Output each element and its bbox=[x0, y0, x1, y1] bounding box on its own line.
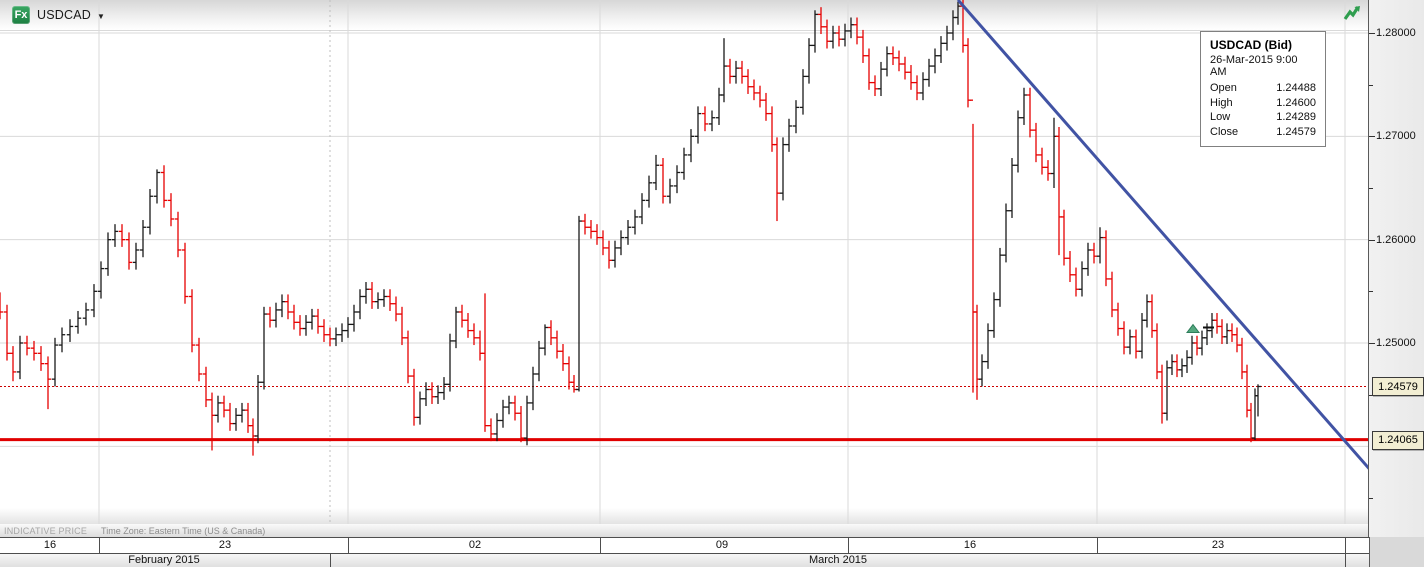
price-axis-label: 1.28000 bbox=[1376, 27, 1416, 39]
date-axis-label: 16 bbox=[963, 539, 977, 551]
support-level-flag: 1.24065 bbox=[1372, 430, 1424, 450]
timezone-label: Time Zone: Eastern Time (US & Canada) bbox=[101, 525, 266, 536]
price-axis[interactable]: 1.28000 1.27000 1.26000 1.25000 1.24579 1.240… bbox=[1368, 0, 1424, 537]
price-minor-tick bbox=[1369, 394, 1373, 396]
tooltip-close-row: Close 1.24579 bbox=[1210, 125, 1316, 138]
buy-marker-icon[interactable] bbox=[1186, 323, 1200, 334]
month-axis-label: February 2015 bbox=[128, 554, 200, 566]
chart-canvas[interactable] bbox=[0, 0, 1368, 524]
price-axis-label: 1.27000 bbox=[1376, 130, 1416, 143]
week-separator bbox=[600, 538, 601, 553]
price-minor-tick bbox=[1369, 291, 1373, 293]
tooltip-date: 26-Mar-2015 9:00 AM bbox=[1210, 54, 1298, 78]
chevron-down-icon: ▼ bbox=[96, 11, 105, 21]
month-separator bbox=[330, 554, 331, 567]
status-bar: INDICATIVE PRICE Time Zone: Eastern Time… bbox=[0, 524, 1368, 537]
date-axis-label: 02 bbox=[468, 539, 482, 551]
tooltip-low-row: Low 1.24289 bbox=[1210, 111, 1316, 123]
trendline[interactable] bbox=[956, 0, 1368, 474]
axis-corner bbox=[1369, 537, 1424, 567]
date-axis-label: 09 bbox=[715, 539, 729, 551]
instrument-label: USDCAD bbox=[37, 8, 91, 22]
trend-up-icon bbox=[1343, 6, 1360, 20]
month-separator bbox=[1345, 554, 1346, 567]
chart-footer-gradient bbox=[0, 508, 1368, 524]
ohlc-tooltip: USDCAD (Bid) 26-Mar-2015 9:00 AM Open 1.2… bbox=[1200, 31, 1326, 147]
price-tick bbox=[1369, 136, 1375, 138]
price-axis-label: 1.25000 bbox=[1376, 336, 1416, 349]
date-axis-label: 16 bbox=[43, 539, 57, 551]
last-price-flag: 1.24579 bbox=[1372, 377, 1424, 397]
week-separator bbox=[99, 538, 100, 553]
price-axis-label: 1.26000 bbox=[1376, 233, 1416, 246]
tooltip-title: USDCAD (Bid) bbox=[1210, 38, 1292, 52]
month-axis: February 2015 March 2015 bbox=[0, 554, 1369, 567]
month-axis-label: March 2015 bbox=[808, 554, 868, 566]
week-separator bbox=[348, 538, 349, 553]
price-tick bbox=[1369, 33, 1375, 34]
date-axis-label: 23 bbox=[218, 539, 232, 551]
ohlc-bars bbox=[0, 0, 1262, 456]
indicative-price-label: INDICATIVE PRICE bbox=[4, 525, 88, 536]
trend-arrow-button[interactable] bbox=[1343, 4, 1367, 28]
week-separator bbox=[1345, 538, 1346, 553]
price-minor-tick bbox=[1369, 84, 1373, 86]
week-separator bbox=[1097, 538, 1098, 553]
price-tick bbox=[1369, 342, 1375, 344]
price-minor-tick bbox=[1369, 187, 1373, 189]
tooltip-open-row: Open 1.24488 bbox=[1210, 82, 1316, 94]
date-axis[interactable]: 16 23 02 09 16 23 bbox=[0, 537, 1369, 554]
tooltip-high-row: High 1.24600 bbox=[1210, 96, 1316, 109]
gridlines bbox=[0, 0, 1368, 524]
price-tick bbox=[1369, 239, 1375, 241]
price-chart[interactable]: Fx USDCAD ▼ USDCAD (Bid) 26-Mar-2015 9:0… bbox=[0, 0, 1368, 524]
date-axis-label: 23 bbox=[1211, 539, 1225, 551]
week-separator bbox=[848, 538, 849, 553]
fx-icon: Fx bbox=[12, 6, 30, 24]
price-minor-tick bbox=[1369, 497, 1373, 499]
chart-header-gradient bbox=[0, 0, 1368, 31]
instrument-selector[interactable]: Fx USDCAD ▼ bbox=[12, 6, 105, 24]
